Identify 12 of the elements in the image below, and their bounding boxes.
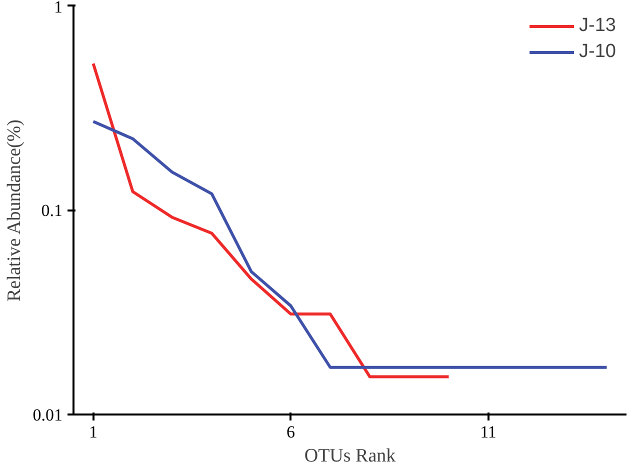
y-tick-label: 0.01 xyxy=(32,406,62,424)
x-tick-label: 6 xyxy=(286,422,295,442)
x-tick-label: 11 xyxy=(480,422,496,442)
x-axis-title: OTUs Rank xyxy=(304,446,396,466)
legend-label: J-10 xyxy=(579,41,616,63)
line-series xyxy=(92,120,608,369)
legend-label: J-13 xyxy=(579,15,616,37)
y-axis-title: Relative Abundance(%) xyxy=(4,120,25,302)
y-tick-label: 1 xyxy=(54,0,62,16)
x-tick-label: 1 xyxy=(89,422,98,442)
line-series xyxy=(92,62,450,378)
y-tick-label: 0.1 xyxy=(41,201,62,220)
